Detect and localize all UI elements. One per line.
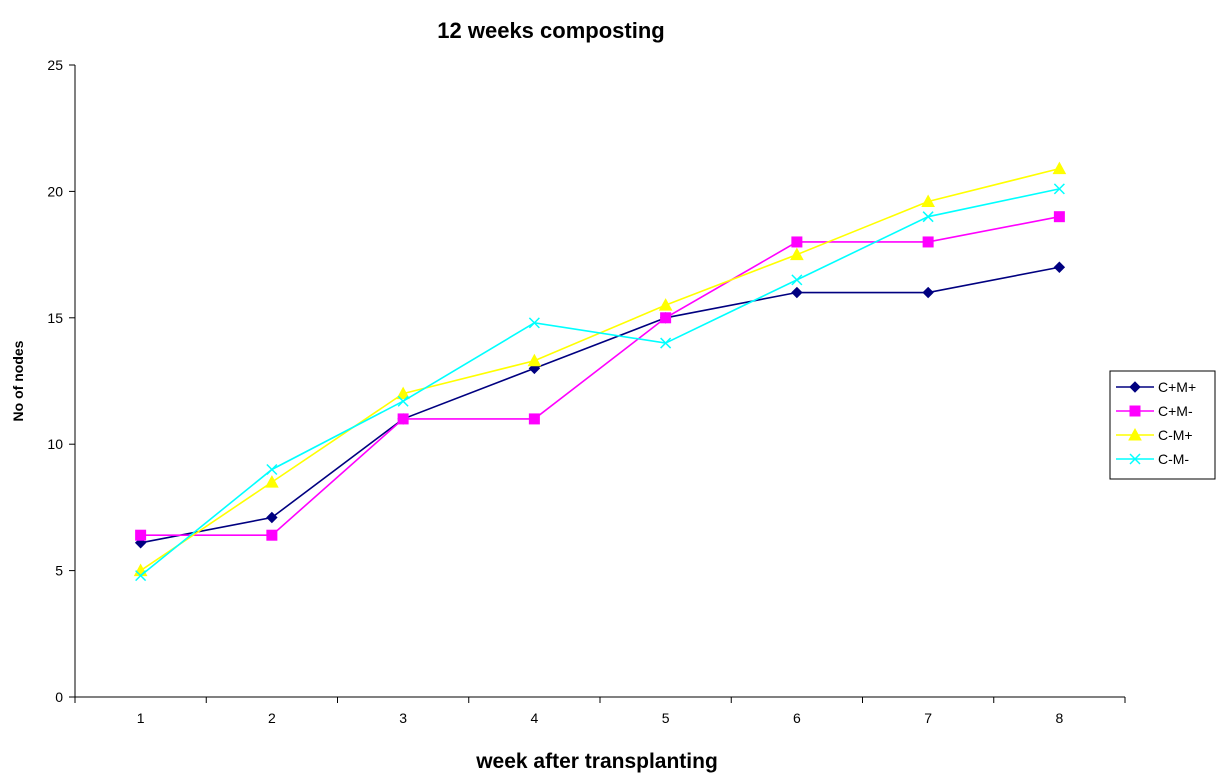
- legend-item: C-M-: [1116, 451, 1189, 467]
- data-point: [1053, 211, 1065, 223]
- x-tick-label: 7: [924, 710, 932, 726]
- y-tick-label: 25: [47, 57, 63, 73]
- x-tick-label: 6: [793, 710, 801, 726]
- data-point: [1052, 161, 1067, 175]
- data-point: [922, 211, 934, 223]
- x-tick-label: 1: [137, 710, 145, 726]
- data-point-stroke-b: [266, 463, 278, 476]
- data-point: [791, 274, 803, 286]
- data-point: [660, 337, 672, 349]
- legend-label: C+M+: [1158, 379, 1196, 395]
- data-point: [397, 413, 409, 425]
- data-point: [791, 286, 803, 299]
- y-axis-label: No of nodes: [10, 340, 26, 421]
- legend-box: [1109, 370, 1216, 480]
- data-point: [135, 529, 147, 541]
- y-tick-label: 10: [47, 436, 63, 452]
- data-point: [528, 413, 540, 425]
- data-point-stroke-b: [528, 317, 540, 329]
- y-tick-label: 20: [47, 183, 63, 199]
- axes: 0 5 10 15 20 25 1 2 3 4 5 6 7 8: [47, 57, 1126, 726]
- data-point-stroke-b: [397, 395, 409, 407]
- data-point: [1053, 261, 1066, 273]
- legend-marker-stroke-b: [1129, 453, 1141, 465]
- data-point: [790, 247, 804, 261]
- data-point: [133, 563, 148, 577]
- legend-label: C-M+: [1158, 427, 1193, 443]
- data-point: [266, 463, 278, 476]
- legend-item: C-M+: [1116, 427, 1193, 443]
- x-tick-label: 3: [399, 710, 407, 726]
- series-line: [140, 215, 1060, 537]
- series-line: [140, 266, 1060, 544]
- data-point: [921, 194, 935, 208]
- data-point: [791, 236, 803, 248]
- series-2: [135, 211, 1065, 541]
- data-point-stroke-b: [791, 274, 803, 286]
- x-tick-label: 4: [530, 710, 538, 726]
- y-tick-label: 15: [47, 310, 63, 326]
- legend-marker: [1128, 427, 1142, 441]
- legend-marker: [1129, 405, 1141, 417]
- x-axis-label: week after transplanting: [475, 750, 718, 773]
- y-tick-label: 5: [55, 563, 63, 579]
- legend-label: C+M-: [1158, 403, 1193, 419]
- x-tick-label: 5: [662, 710, 670, 726]
- x-tick-label: 8: [1055, 710, 1063, 726]
- data-point: [660, 312, 672, 324]
- data-point: [266, 511, 278, 524]
- legend-item: C+M+: [1116, 379, 1196, 395]
- x-tick-label: 2: [268, 710, 276, 726]
- data-point: [922, 236, 934, 248]
- data-point-stroke-b: [660, 337, 672, 349]
- series-line: [140, 188, 1060, 577]
- legend-marker: [1129, 381, 1141, 393]
- data-point: [527, 353, 542, 367]
- series-layer: [133, 161, 1067, 582]
- data-point: [135, 570, 147, 582]
- series-1: [134, 261, 1066, 549]
- data-point-stroke-b: [135, 570, 147, 582]
- legend: C+M+ C+M- C-M+ C-M-: [1109, 370, 1216, 480]
- data-point: [397, 395, 409, 407]
- series-line: [140, 167, 1060, 572]
- data-point: [266, 529, 278, 541]
- data-point: [265, 475, 279, 488]
- legend-item: C+M-: [1116, 403, 1193, 419]
- data-point: [528, 317, 540, 329]
- data-point: [396, 386, 410, 400]
- series-4: [135, 183, 1065, 582]
- legend-label: C-M-: [1158, 451, 1189, 467]
- chart-title: 12 weeks composting: [437, 18, 664, 43]
- y-tick-label: 0: [55, 689, 63, 705]
- data-point-stroke-b: [1053, 183, 1065, 195]
- data-point: [658, 298, 673, 311]
- data-point: [1053, 183, 1065, 195]
- legend-marker: [1129, 453, 1141, 465]
- data-point: [922, 286, 934, 299]
- data-point-stroke-b: [922, 211, 934, 223]
